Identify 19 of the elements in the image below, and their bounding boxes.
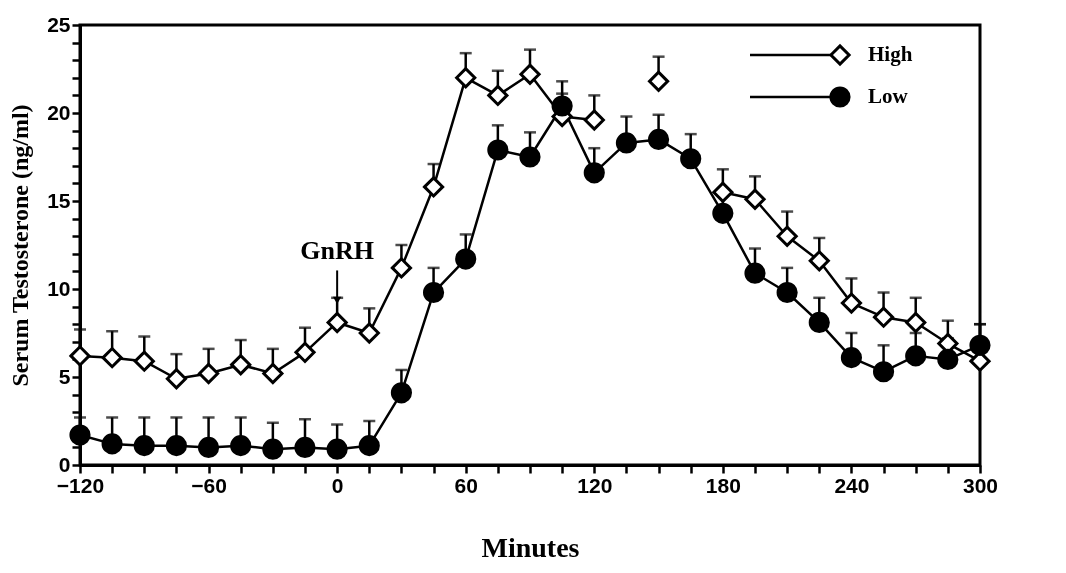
x-tick-label: 120 [577,473,613,497]
legend-label: Low [868,84,909,108]
y-axis-title: Serum Testosterone (ng/ml) [7,104,34,387]
x-tick-label: 180 [705,473,741,497]
y-tick-label: 15 [47,188,71,212]
x-tick-label: 60 [454,473,478,497]
y-tick-label: 20 [47,100,71,124]
x-axis-title: Minutes [481,531,580,563]
annotation: GnRH [300,236,374,266]
x-tick-label: 240 [834,473,870,497]
y-tick-label: 10 [47,276,71,300]
x-tick-label: −60 [191,473,227,497]
legend-label: High [868,42,913,66]
x-tick-label: 0 [331,473,344,497]
y-tick-label: 5 [58,364,71,388]
y-tick-label: 25 [47,12,71,36]
y-tick-label: 0 [58,452,71,476]
x-tick-label: 300 [962,473,999,497]
x-tick-label: −120 [56,473,105,497]
